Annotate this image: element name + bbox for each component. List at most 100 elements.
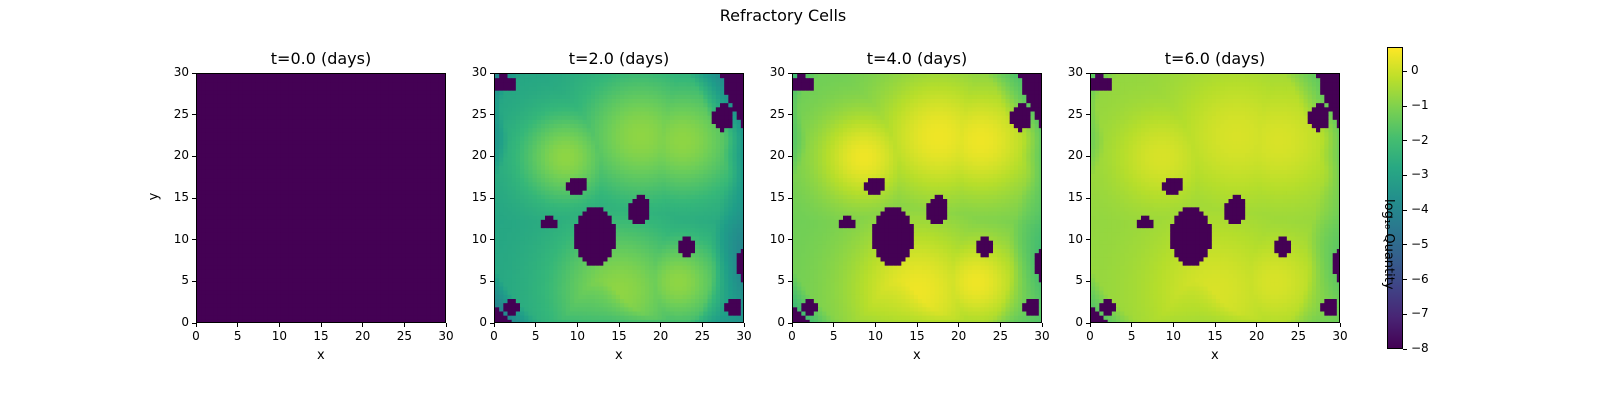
heatmap-cell [305, 99, 310, 104]
heatmap-cell [405, 90, 410, 96]
heatmap-cell [426, 240, 431, 246]
heatmap-cell [317, 261, 323, 267]
heatmap-cell [388, 99, 394, 104]
heatmap-cell [388, 303, 394, 308]
heatmap-cell [570, 82, 575, 87]
heatmap-cell [317, 115, 323, 121]
heatmap-cell [317, 299, 323, 304]
heatmap-cell [242, 307, 248, 312]
heatmap-cell [209, 294, 215, 300]
heatmap-cell [413, 211, 419, 217]
heatmap-cell [426, 203, 431, 208]
heatmap-cell [376, 269, 381, 275]
heatmap-cell [217, 178, 223, 183]
heatmap-cell [632, 86, 638, 92]
heatmap-cell [280, 140, 285, 146]
heatmap-cell [599, 144, 604, 150]
heatmap-cell [276, 74, 281, 79]
heatmap-cell [649, 128, 654, 133]
heatmap-cell [347, 190, 352, 196]
heatmap-cell [276, 132, 281, 137]
heatmap-cell [351, 140, 356, 146]
heatmap-cell [661, 107, 667, 112]
heatmap-cell [409, 103, 415, 108]
heatmap-cell [624, 86, 629, 92]
heatmap-cell [259, 203, 265, 208]
heatmap-cell [280, 299, 285, 304]
heatmap-cell [201, 74, 206, 79]
heatmap-cell [397, 165, 402, 171]
heatmap-cell [351, 144, 356, 150]
heatmap-cell [322, 78, 327, 83]
heatmap-cell [620, 165, 625, 171]
heatmap-cell [372, 74, 377, 79]
heatmap-cell [632, 161, 638, 167]
heatmap-cell [607, 115, 613, 121]
heatmap-cell [376, 99, 381, 104]
y-tick-label: 20 [173, 148, 189, 163]
heatmap-cell [678, 136, 683, 142]
heatmap-cell [438, 269, 444, 275]
heatmap-cell [272, 115, 277, 121]
heatmap-cell [297, 165, 302, 171]
heatmap-cell [434, 128, 440, 133]
heatmap-cell [507, 103, 513, 108]
heatmap-cell [213, 86, 219, 92]
heatmap-cell [384, 278, 390, 283]
heatmap-cell [401, 124, 406, 129]
heatmap-cell [628, 111, 633, 117]
heatmap-cell [728, 140, 733, 146]
heatmap-cell [267, 165, 273, 171]
heatmap-cell [715, 140, 721, 146]
heatmap-cell [317, 119, 323, 125]
heatmap-cell [217, 240, 223, 246]
heatmap-cell [292, 253, 298, 258]
heatmap-cell [267, 111, 273, 117]
heatmap-cell [355, 278, 360, 283]
heatmap-cell [322, 307, 327, 312]
heatmap-cell [284, 124, 290, 129]
heatmap-cell [284, 257, 290, 262]
heatmap-cell [351, 186, 356, 192]
heatmap-cell [574, 86, 579, 92]
heatmap-cell [238, 157, 244, 162]
heatmap-cell [234, 278, 240, 283]
heatmap-cell [317, 82, 323, 87]
heatmap-cell [238, 219, 244, 225]
heatmap-cell [376, 115, 381, 121]
heatmap-cell [682, 132, 688, 137]
heatmap-cell [599, 153, 604, 158]
heatmap-cell [322, 232, 327, 237]
heatmap-cell [699, 115, 704, 121]
heatmap-cell [397, 261, 402, 267]
heatmap-cell [259, 240, 265, 246]
heatmap-cell [409, 319, 415, 322]
heatmap-cell [376, 178, 381, 183]
heatmap-cell [330, 303, 335, 308]
heatmap-cell [297, 294, 302, 300]
heatmap-cell [520, 128, 525, 133]
heatmap-cell [234, 274, 240, 279]
heatmap-cell [342, 203, 348, 208]
heatmap-cell [507, 153, 513, 158]
heatmap-cell [305, 153, 310, 158]
heatmap-cell [230, 257, 235, 262]
heatmap-cell [197, 232, 202, 237]
heatmap-cell [690, 128, 696, 133]
heatmap-cell [255, 278, 260, 283]
heatmap-cell [430, 136, 435, 142]
heatmap-cell [322, 274, 327, 279]
heatmap-cell [276, 244, 281, 250]
heatmap-cell [528, 144, 533, 150]
heatmap-cell [330, 311, 335, 317]
heatmap-cell [313, 311, 319, 317]
heatmap-cell [355, 169, 360, 175]
heatmap-cell [426, 128, 431, 133]
heatmap-cell [326, 232, 331, 237]
heatmap-cell [309, 161, 315, 167]
heatmap-cell [276, 232, 281, 237]
heatmap-cell [380, 153, 385, 158]
heatmap-cell [528, 132, 533, 137]
heatmap-cell [636, 78, 642, 83]
heatmap-cell [276, 165, 281, 171]
